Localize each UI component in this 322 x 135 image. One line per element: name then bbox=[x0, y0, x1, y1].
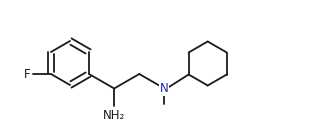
Text: NH₂: NH₂ bbox=[103, 109, 125, 122]
Text: N: N bbox=[160, 82, 169, 95]
Text: F: F bbox=[24, 68, 31, 80]
